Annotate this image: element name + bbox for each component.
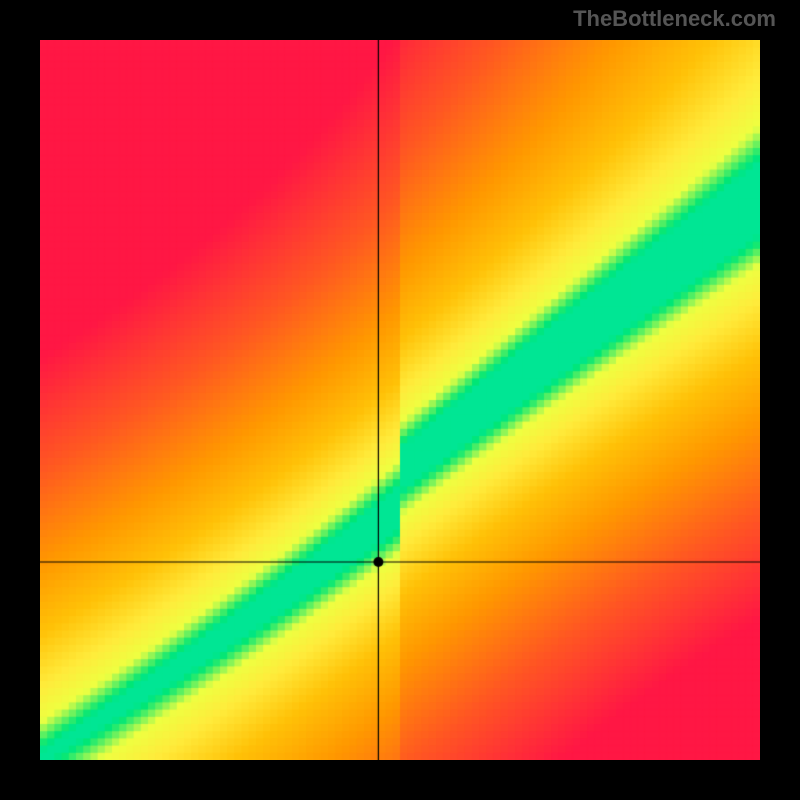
figure-container: TheBottleneck.com: [0, 0, 800, 800]
heatmap-canvas: [40, 40, 760, 760]
watermark-text: TheBottleneck.com: [573, 6, 776, 32]
plot-area: [40, 40, 760, 760]
